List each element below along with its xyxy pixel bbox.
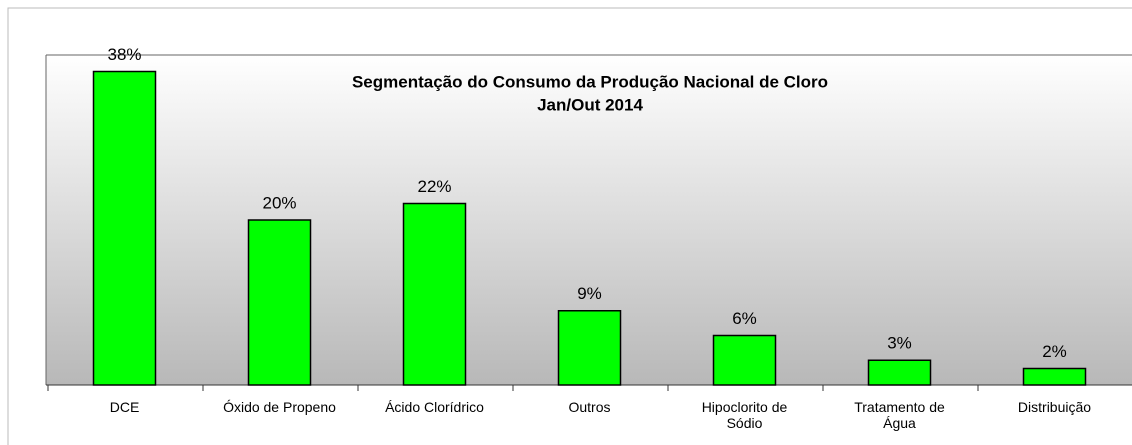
value-label: 20% [262,193,296,212]
value-label: 3% [887,334,912,353]
value-label: 9% [577,284,602,303]
frame [7,7,1132,445]
chart-subtitle: Jan/Out 2014 [537,95,643,114]
bar [557,310,622,386]
x-tick-label: Outros [568,399,611,415]
bar [1022,367,1087,386]
bar [867,359,932,386]
bar [712,334,777,386]
bar [402,202,467,386]
x-tick-label: Ácido Clorídrico [385,399,484,415]
chart-title: Segmentação do Consumo da Produção Nacio… [352,72,828,91]
value-label: 38% [107,45,141,64]
x-tick-label: Distribuição [1017,399,1092,415]
x-tick-label: Tratamento de Água [854,399,945,431]
value-label: 22% [417,177,451,196]
x-tick-label: Hipoclorito de Sódio [701,399,788,431]
x-tick-label: Óxido de Propeno [223,399,336,415]
x-tick-label: DCE [109,399,140,415]
value-label: 2% [1042,342,1067,361]
bar [247,219,312,386]
bar [92,70,157,386]
value-label: 6% [732,309,757,328]
